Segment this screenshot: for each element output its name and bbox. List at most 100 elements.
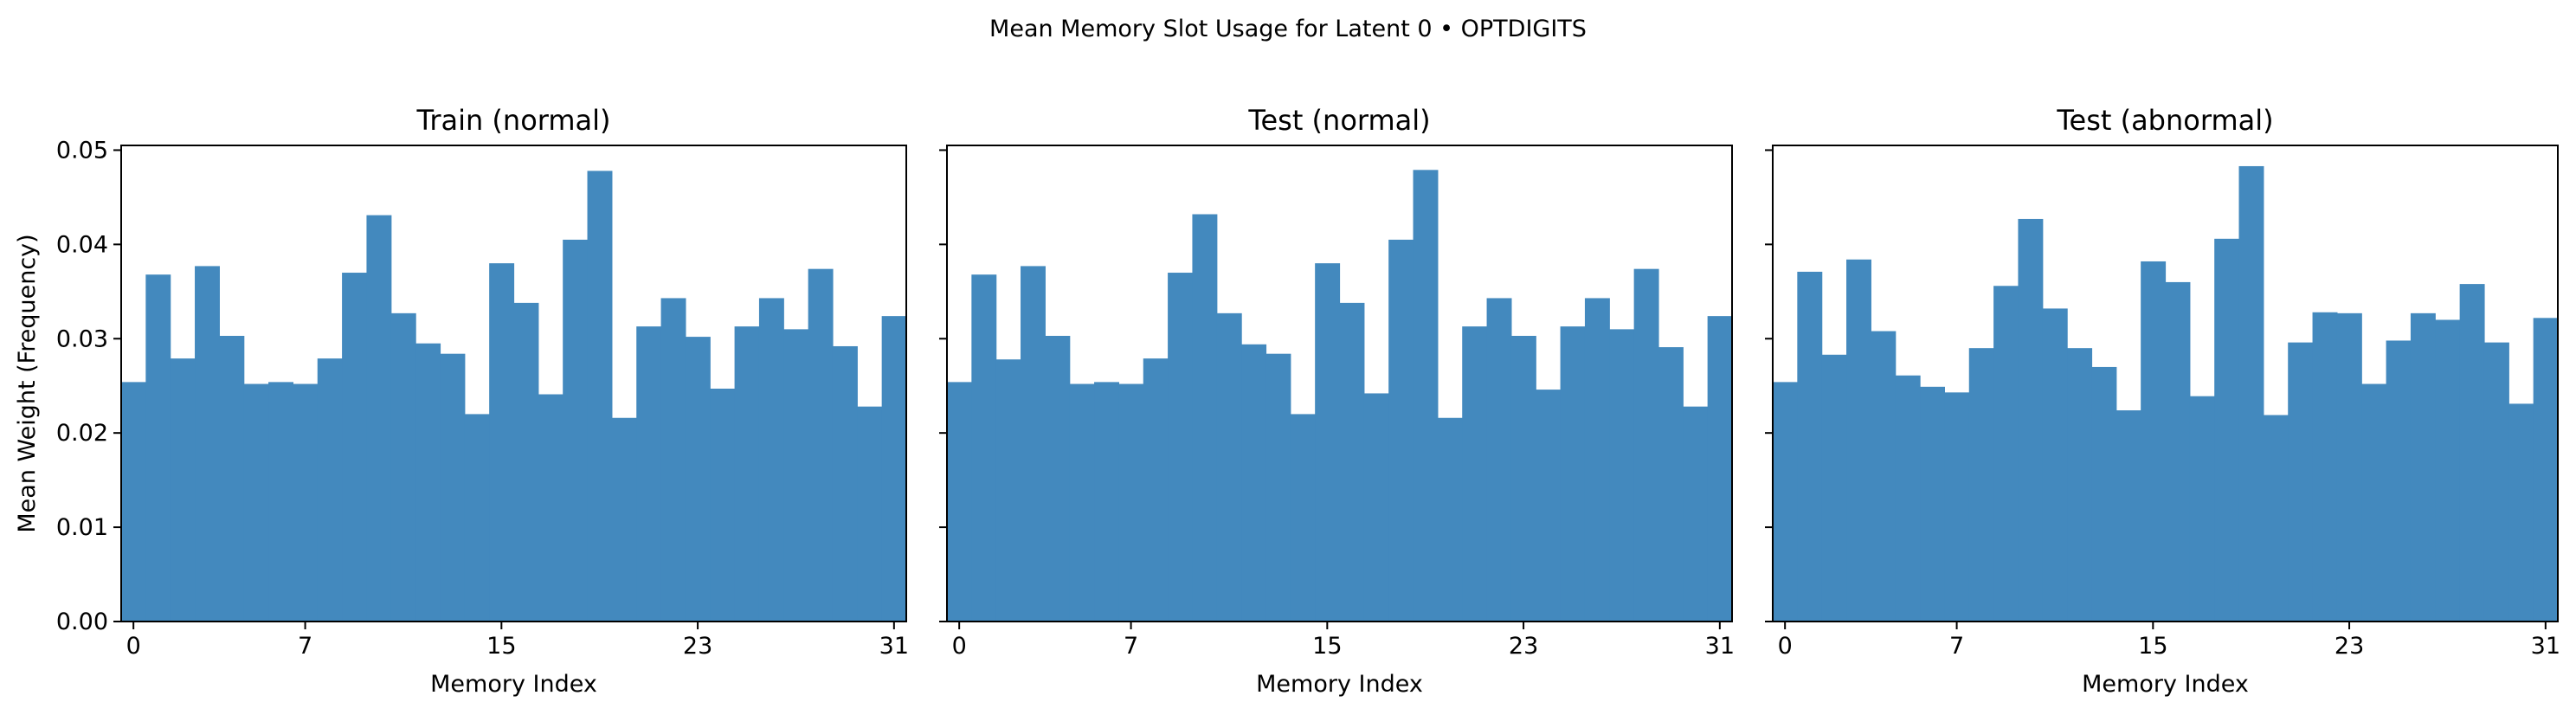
bar-slot-16 [513, 302, 539, 622]
bar-slot-6 [1094, 382, 1119, 622]
subplot-title: Test (normal) [1247, 104, 1430, 137]
bar-slot-29 [832, 345, 858, 622]
bar-slot-19 [587, 171, 613, 622]
bar-slot-18 [2214, 238, 2240, 622]
x-tick-label: 31 [1705, 633, 1735, 660]
x-tick-label: 31 [879, 633, 909, 660]
bar-slot-27 [1609, 329, 1635, 622]
x-tick-label: 23 [683, 633, 712, 660]
bar-slot-15 [1315, 263, 1341, 622]
bar-slot-6 [268, 382, 293, 622]
x-tick-label: 15 [1312, 633, 1342, 660]
y-tick-label: 0.01 [56, 514, 108, 541]
bar-slot-5 [1069, 383, 1095, 622]
bar-slot-14 [2116, 410, 2141, 622]
bar-slot-7 [293, 383, 319, 622]
bar-slot-20 [1437, 417, 1463, 622]
subplot-title: Train (normal) [415, 104, 610, 137]
bar-slot-21 [1462, 326, 1488, 622]
bar-slot-14 [464, 414, 490, 622]
bar-slot-0 [121, 382, 146, 622]
bar-slot-13 [440, 353, 466, 622]
subplot-3: 0 7 15 23 31 Test (abnormal) Memory Index [1765, 104, 2560, 698]
bar-slot-22 [1486, 298, 1512, 622]
bar-slot-16 [1339, 302, 1365, 622]
y-tick-label: 0.03 [56, 325, 108, 352]
bar-slot-7 [1118, 383, 1144, 622]
bar-slot-17 [538, 394, 564, 622]
axes-frame [946, 145, 1733, 622]
bar-slot-25 [734, 326, 760, 622]
bar-slot-0 [1773, 382, 1798, 622]
bar-slot-4 [1871, 331, 1897, 622]
bar-slot-5 [243, 383, 269, 622]
bar-slot-21 [636, 326, 662, 622]
y-tick-label: 0.02 [56, 420, 108, 447]
x-axis-label: Memory Index [430, 671, 597, 698]
x-tick-label: 7 [1124, 633, 1138, 660]
bar-slot-11 [390, 312, 416, 622]
bar-slot-18 [1388, 239, 1414, 622]
bar-slot-10 [366, 215, 392, 622]
bar-slot-8 [1968, 348, 1994, 622]
y-tick-label: 0.04 [56, 231, 108, 258]
bar-slot-19 [1413, 170, 1439, 622]
y-tick-label: 0.00 [56, 609, 108, 635]
bar-slot-0 [947, 382, 972, 622]
bar-slot-28 [2459, 284, 2485, 622]
subplot-title: Test (abnormal) [2056, 104, 2273, 137]
axes-frame [1772, 145, 2559, 622]
bar-slot-3 [1846, 259, 1871, 622]
bar-slot-4 [219, 336, 245, 622]
x-tick-label: 15 [486, 633, 516, 660]
y-axis-label: Mean Weight (Frequency) [14, 234, 41, 532]
bar-slot-26 [2410, 312, 2436, 622]
bar-slot-1 [1797, 271, 1823, 622]
bar-slot-24 [2361, 383, 2387, 622]
bar-slot-28 [808, 268, 834, 622]
x-tick-label: 0 [1778, 633, 1793, 660]
bar-slot-7 [1944, 392, 1970, 622]
bar-slot-22 [660, 298, 686, 622]
bar-slot-2 [1821, 354, 1847, 622]
bar-slot-4 [1045, 336, 1071, 622]
bar-slot-6 [1920, 386, 1945, 622]
bar-slot-27 [783, 329, 809, 622]
bar-slot-13 [1265, 353, 1291, 622]
bar-slot-15 [489, 263, 515, 622]
bar-slot-25 [1560, 326, 1586, 622]
bar-slot-14 [1290, 414, 1316, 622]
bar-slot-29 [2483, 342, 2509, 622]
bar-slot-2 [995, 359, 1021, 622]
bar-slot-30 [1683, 406, 1709, 622]
bar-slot-17 [1363, 393, 1389, 622]
bar-slot-31 [1707, 316, 1733, 622]
subplot-1: 0.00 0.01 0.02 0.03 0.04 0.05 0 7 15 23 31 Train (n… [14, 104, 909, 698]
bar-slot-30 [2508, 403, 2534, 622]
bar-slot-8 [1143, 358, 1169, 622]
bar-slot-23 [1510, 336, 1536, 622]
bar-slot-3 [1021, 266, 1046, 622]
x-axis-label: Memory Index [2082, 671, 2249, 698]
bar-slot-12 [2067, 348, 2093, 622]
bar-slot-17 [2189, 396, 2215, 622]
bar-slot-19 [2238, 165, 2264, 622]
bar-slot-18 [563, 239, 589, 622]
bar-slot-27 [2435, 319, 2461, 622]
bar-slot-23 [2336, 312, 2362, 622]
bar-slot-8 [317, 358, 343, 622]
bar-slot-13 [2091, 366, 2117, 622]
bar-slot-28 [1633, 268, 1659, 622]
axes-frame [120, 145, 907, 622]
bar-slot-12 [1241, 344, 1267, 622]
bar-slot-29 [1658, 347, 1684, 622]
bar-slot-20 [611, 417, 637, 622]
x-tick-label: 7 [1949, 633, 1964, 660]
bar-slot-31 [2533, 318, 2559, 622]
subplot-2: 0 7 15 23 31 Test (normal) Memory Index [939, 104, 1735, 698]
bar-slot-26 [758, 298, 784, 622]
bar-slot-16 [2165, 281, 2191, 622]
bar-slot-25 [2386, 340, 2412, 622]
bar-slot-9 [1168, 273, 1194, 622]
